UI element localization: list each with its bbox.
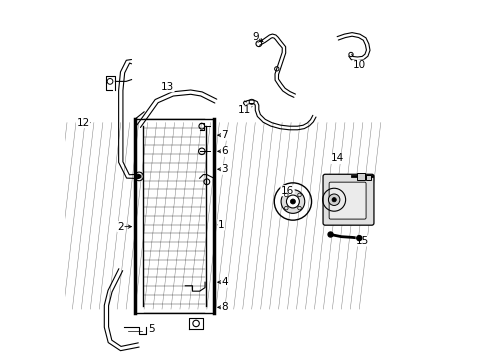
Text: 12: 12 [76,118,90,128]
Bar [357,173,364,180]
Text: 15: 15 [355,236,369,246]
Circle shape [281,190,304,213]
Circle shape [137,175,141,178]
Text: 2: 2 [117,222,124,231]
Text: 10: 10 [352,60,365,70]
Bar [135,119,214,313]
Circle shape [328,194,339,206]
Text: 1: 1 [218,220,224,230]
Circle shape [327,232,332,237]
FancyBboxPatch shape [323,174,373,225]
Text: 6: 6 [221,146,227,156]
Bar [366,175,371,180]
FancyBboxPatch shape [328,182,366,219]
Text: 3: 3 [221,164,227,174]
Circle shape [286,195,299,208]
Text: 5: 5 [148,324,154,334]
Text: 9: 9 [251,32,258,41]
Text: 14: 14 [330,153,344,163]
Text: 8: 8 [221,302,227,312]
Text: 11: 11 [237,105,251,115]
Circle shape [356,235,361,240]
Text: 4: 4 [221,277,227,287]
Text: 16: 16 [280,186,294,196]
Circle shape [331,198,336,202]
Text: 13: 13 [161,82,174,92]
Circle shape [290,199,295,204]
Text: 7: 7 [221,130,227,140]
